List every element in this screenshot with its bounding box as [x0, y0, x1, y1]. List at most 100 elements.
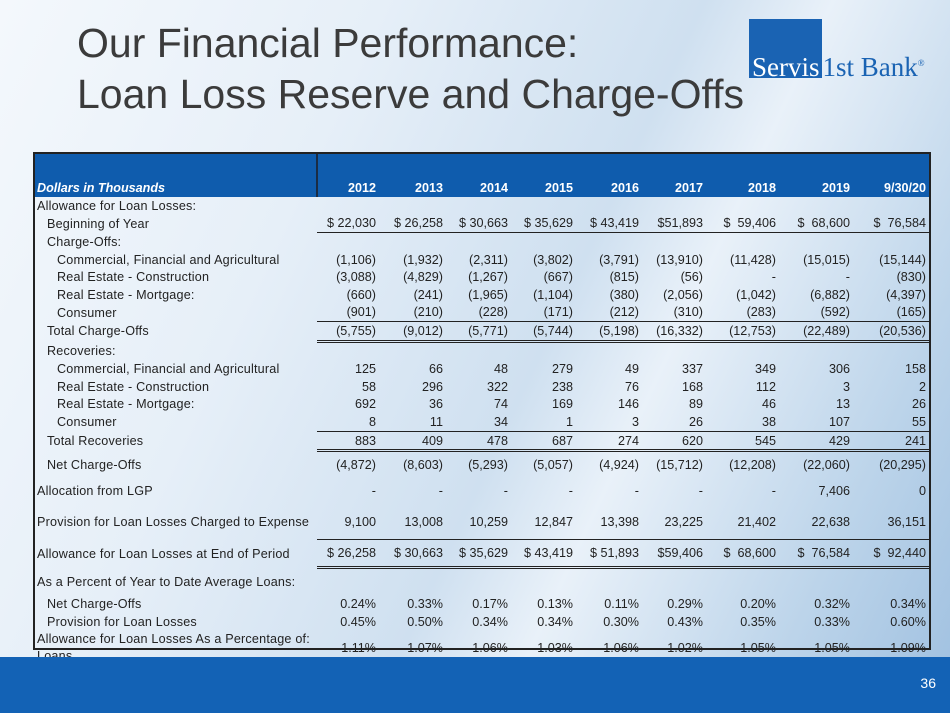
cell-value	[779, 341, 853, 360]
cell-value	[317, 233, 379, 251]
cell-value	[706, 233, 779, 251]
cell-value: (3,791)	[599, 252, 639, 267]
cell-value: 883	[317, 431, 379, 453]
cell-value: 0.60%	[890, 614, 926, 629]
cell-value: (592)	[779, 303, 853, 323]
cell-value: (1,104)	[533, 287, 573, 302]
cell-value: 158	[904, 362, 926, 377]
cell-value: 1.11%	[341, 641, 376, 655]
cell-value: 0.43%	[667, 614, 703, 629]
cell-value: 0.30%	[603, 614, 639, 629]
cell-value: $ 35,629	[446, 539, 511, 570]
table-row: Allowance for Loan Losses at End of Peri…	[35, 539, 929, 570]
cell-value	[853, 233, 929, 251]
cell-value: -	[438, 484, 443, 499]
cell-value: 0.29%	[667, 597, 703, 612]
cell-value: (12,753)	[706, 321, 779, 343]
cell-value: 13,398	[576, 504, 642, 541]
cell-value	[642, 197, 706, 215]
row-label: Allocation from LGP	[37, 484, 153, 499]
row-label: Total Recoveries	[47, 434, 144, 449]
cell-value: 26	[642, 413, 706, 432]
servisfirst-bank-logo: Servis 1st Bank®	[749, 19, 929, 89]
cell-value: (16,332)	[642, 321, 706, 343]
cell-value: (2,311)	[469, 252, 508, 267]
cell-value: 9,100	[317, 504, 379, 541]
cell-value: (9,012)	[379, 321, 446, 343]
cell-value: (815)	[609, 270, 639, 285]
cell-value: (15,144)	[879, 252, 926, 267]
cell-value: (22,060)	[803, 458, 850, 473]
cell-value: 0.35%	[740, 614, 776, 629]
cell-value	[317, 341, 379, 360]
cell-value: 74	[493, 397, 508, 412]
column-header: 2019	[779, 154, 853, 197]
cell-value	[706, 197, 779, 215]
cell-value: (210)	[379, 303, 446, 323]
cell-value: $ 43,419	[511, 539, 576, 570]
cell-value: -	[634, 484, 639, 499]
cell-value: 13	[835, 397, 850, 412]
cell-value: 89	[688, 397, 703, 412]
cell-value	[379, 197, 446, 215]
loan-loss-table: Dollars in Thousands 2012 2013 2014 2015 201…	[33, 152, 931, 663]
logo-text-box: Servis	[752, 52, 820, 82]
table-row: Net Charge-Offs (4,872) (8,603) (5,293) (5,0…	[35, 451, 929, 479]
cell-value	[576, 197, 642, 215]
cell-value	[379, 341, 446, 360]
row-label: Real Estate - Mortgage:	[57, 287, 195, 302]
column-header: 2015	[511, 154, 576, 197]
row-label: Net Charge-Offs	[47, 597, 142, 612]
cell-value	[446, 233, 511, 251]
row-label: Allowance for Loan Losses at End of Peri…	[37, 546, 290, 561]
column-header: 2014	[446, 154, 511, 197]
cell-value: 21,402	[706, 504, 779, 541]
cell-value: 36,151	[853, 504, 929, 541]
cell-value: (310)	[642, 303, 706, 323]
cell-value: 349	[754, 362, 776, 377]
cell-value	[511, 568, 576, 596]
cell-value: 1.02%	[667, 641, 703, 655]
cell-value: (4,872)	[336, 458, 376, 473]
logo-registered-mark: ®	[917, 58, 925, 68]
cell-value: $ 26,258	[379, 214, 446, 234]
cell-value: (15,712)	[656, 458, 703, 473]
cell-value: 46	[761, 397, 776, 412]
cell-value	[446, 197, 511, 215]
cell-value: 26	[911, 397, 926, 412]
cell-value	[317, 197, 379, 215]
cell-value: 1.06%	[472, 641, 508, 655]
cell-value: 66	[428, 362, 443, 377]
cell-value: (5,057)	[533, 458, 573, 473]
cell-value: 55	[853, 413, 929, 432]
table-row: Real Estate - Mortgage: 692 36 74 169 146 89 46…	[35, 396, 929, 414]
table-row: Total Recoveries 883 409 478 687 274 620 545 429…	[35, 431, 929, 453]
cell-value: 241	[853, 431, 929, 453]
footer-bar: 36	[0, 657, 950, 713]
cell-value: (4,924)	[599, 458, 639, 473]
cell-value	[446, 341, 511, 360]
cell-value: (667)	[543, 270, 573, 285]
cell-value: (20,295)	[879, 458, 926, 473]
cell-value: $ 26,258	[317, 539, 379, 570]
cell-value: (660)	[346, 287, 376, 302]
cell-value: 274	[576, 431, 642, 453]
cell-value	[576, 568, 642, 596]
cell-value: 0.34%	[472, 614, 508, 629]
cell-value: 0.34%	[537, 614, 573, 629]
cell-value: $ 76,584	[853, 214, 929, 234]
row-label: As a Percent of Year to Date Average Loa…	[37, 574, 296, 589]
cell-value: 1.06%	[603, 641, 639, 655]
table-row: Recoveries:	[35, 341, 929, 360]
cell-value: 8	[317, 413, 379, 432]
cell-value: 0.50%	[407, 614, 443, 629]
cell-value: $ 35,629	[511, 214, 576, 234]
cell-value: 409	[379, 431, 446, 453]
column-header: 2012	[317, 154, 379, 197]
cell-value: (380)	[609, 287, 639, 302]
cell-value	[379, 233, 446, 251]
cell-value: $ 59,406	[706, 214, 779, 234]
table-row: Allowance for Loan Losses As a Percentag…	[35, 631, 929, 666]
cell-value: (283)	[706, 303, 779, 323]
cell-value: (1,965)	[468, 287, 508, 302]
